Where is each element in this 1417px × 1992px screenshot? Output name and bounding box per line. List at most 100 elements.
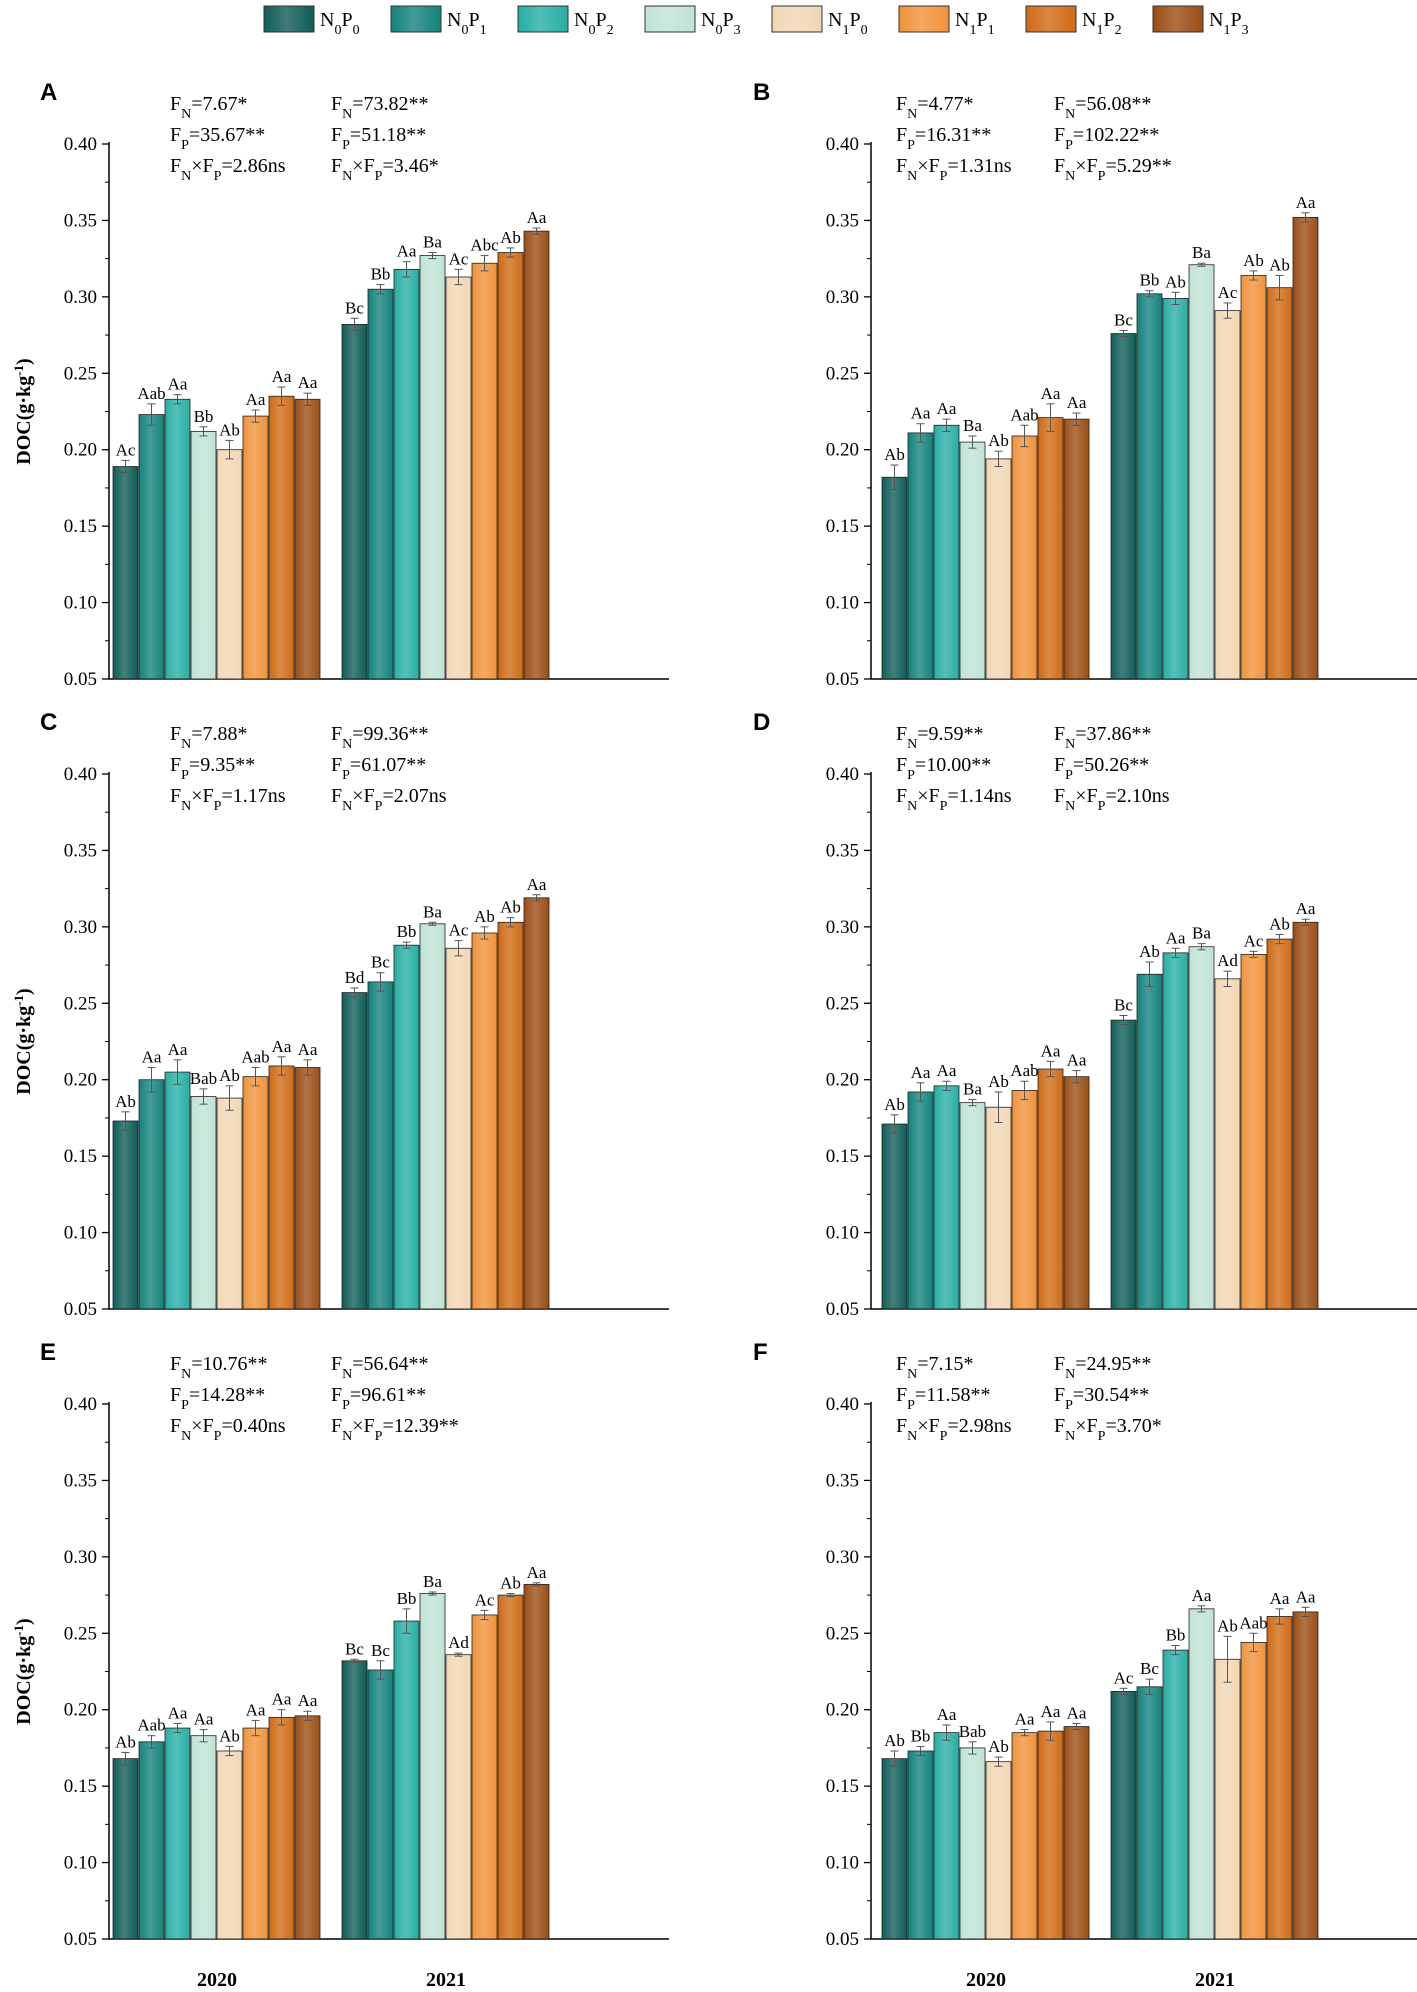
error-bar bbox=[428, 252, 437, 260]
significance-label: Aab bbox=[1010, 1061, 1038, 1080]
significance-label: Ab bbox=[500, 898, 521, 917]
legend-label: N0P2 bbox=[574, 9, 614, 38]
error-bar bbox=[428, 921, 437, 926]
bar bbox=[216, 449, 243, 680]
significance-label: Ab bbox=[1243, 251, 1264, 270]
bar bbox=[959, 1102, 986, 1310]
significance-label: Bb bbox=[194, 407, 214, 426]
error-bar bbox=[506, 1593, 515, 1598]
significance-label: Ab bbox=[1139, 942, 1160, 961]
bar bbox=[294, 1715, 321, 1940]
error-bar bbox=[1072, 1070, 1081, 1084]
bar bbox=[1266, 938, 1293, 1310]
y-axis-label: DOC(g·kg-1) bbox=[11, 1618, 36, 1724]
legend-item: N1P1 bbox=[898, 5, 995, 38]
y-tick-label: 0.10 bbox=[826, 1853, 859, 1874]
error-bar bbox=[402, 1608, 411, 1634]
error-bar bbox=[199, 426, 208, 437]
significance-label: Aa bbox=[272, 1037, 292, 1056]
error-bar bbox=[1301, 1606, 1310, 1617]
error-bar bbox=[1275, 274, 1284, 301]
bar bbox=[164, 398, 191, 680]
y-axis-label: DOC(g·kg-1) bbox=[11, 358, 36, 464]
y-tick-label: 0.30 bbox=[64, 287, 97, 308]
significance-label: Bb bbox=[371, 265, 391, 284]
anova-stat: FP=51.18** bbox=[331, 124, 426, 153]
panel-label: B bbox=[753, 79, 770, 106]
bar bbox=[1037, 1730, 1064, 1940]
significance-label: Ac bbox=[1244, 931, 1264, 950]
y-tick-label: 0.40 bbox=[64, 764, 97, 785]
error-bar bbox=[506, 247, 515, 258]
y-tick-label: 0.10 bbox=[826, 593, 859, 614]
significance-label: Ab bbox=[219, 1726, 240, 1745]
error-bar bbox=[121, 1752, 130, 1766]
bar bbox=[268, 395, 295, 680]
bar bbox=[471, 1614, 498, 1940]
y-tick-label: 0.30 bbox=[64, 917, 97, 938]
error-bar bbox=[1223, 302, 1232, 319]
bar bbox=[985, 458, 1012, 680]
significance-label: Aa bbox=[527, 208, 547, 227]
y-tick-label: 0.35 bbox=[826, 210, 859, 231]
panel-label: C bbox=[40, 709, 57, 736]
bar bbox=[497, 252, 524, 680]
bar bbox=[1240, 953, 1267, 1310]
bar bbox=[1110, 1019, 1137, 1310]
bar bbox=[393, 268, 420, 680]
bar bbox=[1011, 435, 1038, 680]
significance-label: Bc bbox=[1114, 996, 1133, 1015]
y-tick-label: 0.10 bbox=[64, 593, 97, 614]
bar bbox=[268, 1716, 295, 1940]
significance-label: Aa bbox=[272, 367, 292, 386]
y-tick-label: 0.40 bbox=[826, 134, 859, 155]
significance-label: Bb bbox=[1140, 271, 1160, 290]
error-bar bbox=[251, 409, 260, 423]
significance-label: Bc bbox=[345, 298, 364, 317]
significance-label: Ac bbox=[116, 440, 136, 459]
significance-label: Aa bbox=[937, 1061, 957, 1080]
bar bbox=[138, 414, 165, 680]
anova-stat: FN=24.95** bbox=[1054, 1353, 1152, 1382]
legend-swatch bbox=[644, 5, 696, 33]
y-tick-label: 0.35 bbox=[64, 840, 97, 861]
x-category-label: 2021 bbox=[1195, 1969, 1235, 1991]
bar bbox=[497, 1594, 524, 1940]
error-bar bbox=[1145, 961, 1154, 987]
bar bbox=[138, 1079, 165, 1310]
anova-stat: FP=61.07** bbox=[331, 754, 426, 783]
significance-label: Ab bbox=[1269, 915, 1290, 934]
bar bbox=[1188, 946, 1215, 1310]
error-bar bbox=[1197, 262, 1206, 267]
y-tick-label: 0.35 bbox=[64, 210, 97, 231]
bar bbox=[341, 1660, 368, 1940]
anova-stat: FP=96.61** bbox=[331, 1384, 426, 1413]
y-tick-label: 0.30 bbox=[826, 1547, 859, 1568]
error-bar bbox=[480, 926, 489, 940]
error-bar bbox=[121, 459, 130, 474]
bar bbox=[1214, 310, 1241, 680]
bar bbox=[1037, 417, 1064, 680]
legend-label: N0P3 bbox=[701, 9, 741, 38]
significance-label: Aa bbox=[168, 375, 188, 394]
error-bar bbox=[173, 1059, 182, 1085]
significance-label: Ab bbox=[500, 228, 521, 247]
significance-label: Aab bbox=[137, 384, 165, 403]
error-bar bbox=[402, 941, 411, 949]
error-bar bbox=[916, 1082, 925, 1102]
significance-label: Ab bbox=[1165, 272, 1186, 291]
error-bar bbox=[1020, 424, 1029, 448]
bar bbox=[1136, 1686, 1163, 1940]
error-bar bbox=[147, 403, 156, 426]
significance-label: Ab bbox=[115, 1092, 136, 1111]
significance-label: Aa bbox=[142, 1047, 162, 1066]
error-bar bbox=[277, 386, 286, 406]
y-tick-label: 0.05 bbox=[826, 1299, 859, 1320]
legend-label: N1P2 bbox=[1082, 9, 1122, 38]
significance-label: Bb bbox=[397, 922, 417, 941]
y-tick-label: 0.20 bbox=[826, 440, 859, 461]
error-bar bbox=[251, 1066, 260, 1087]
error-bar bbox=[480, 1609, 489, 1621]
legend-swatch bbox=[390, 5, 442, 33]
anova-stat: FN×FP=12.39** bbox=[331, 1415, 459, 1444]
